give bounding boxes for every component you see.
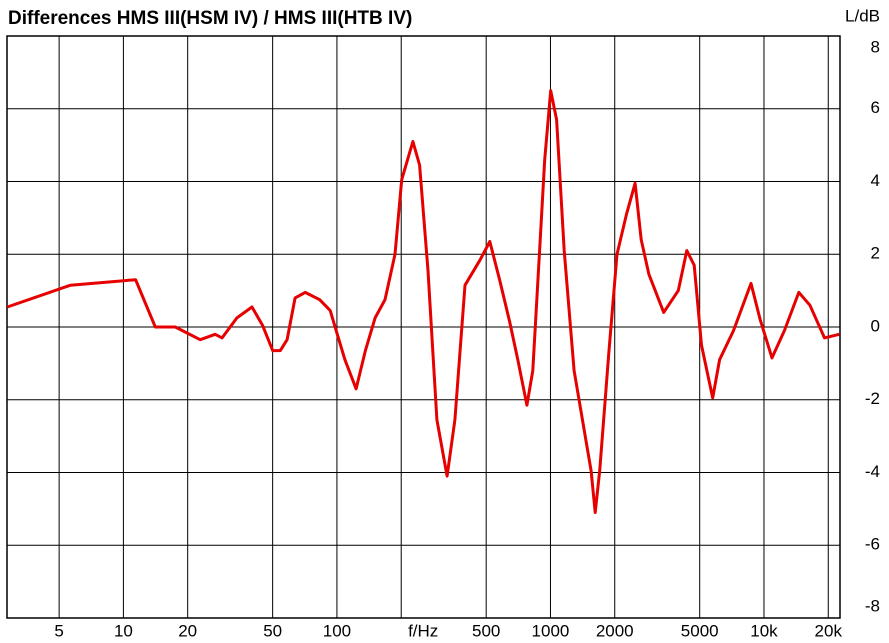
data-line — [6, 89, 840, 514]
y-tick-label: -2 — [865, 389, 880, 408]
y-tick-label: 8 — [871, 37, 880, 56]
x-tick-label: f/Hz — [408, 621, 438, 640]
chart-title: Differences HMS III(HSM IV) / HMS III(HT… — [8, 8, 412, 29]
y-axis-label: L/dB — [845, 6, 880, 25]
x-tick-label: 20k — [815, 621, 843, 640]
y-tick-label: 0 — [871, 316, 880, 335]
x-tick-label: 20 — [178, 621, 197, 640]
y-tick-label: 4 — [871, 171, 880, 190]
plot-border — [6, 35, 841, 619]
x-tick-label: 100 — [323, 621, 351, 640]
y-tick-label: -8 — [865, 596, 880, 615]
y-tick-label: 6 — [871, 98, 880, 117]
x-tick-label: 2000 — [596, 621, 634, 640]
y-tick-label: 2 — [871, 244, 880, 263]
x-tick-label: 50 — [263, 621, 282, 640]
x-tick-label: 5000 — [681, 621, 719, 640]
x-tick-label: 10k — [750, 621, 778, 640]
x-tick-label: 5 — [54, 621, 63, 640]
y-tick-label: -4 — [865, 462, 880, 481]
y-tick-label: -6 — [865, 535, 880, 554]
x-tick-label: 500 — [472, 621, 500, 640]
x-tick-label: 10 — [114, 621, 133, 640]
x-tick-label: 1000 — [532, 621, 570, 640]
